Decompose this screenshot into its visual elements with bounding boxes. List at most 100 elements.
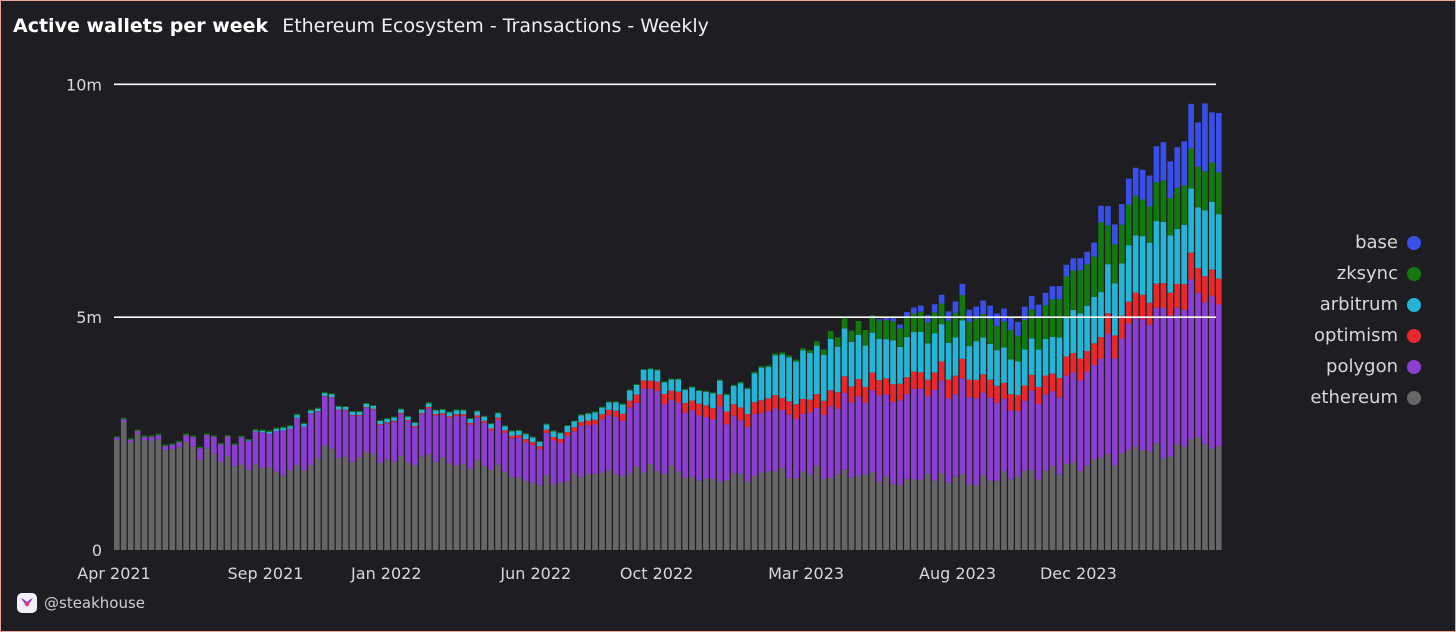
bar-segment-polygon <box>1049 391 1056 467</box>
bar-segment-ethereum <box>356 456 363 550</box>
legend-item-polygon[interactable]: polygon <box>1326 351 1421 382</box>
bar-segment-optimism <box>1091 343 1097 366</box>
bar-segment-polygon <box>460 415 467 465</box>
bar-segment-polygon <box>703 417 709 479</box>
bars-group <box>114 103 1222 550</box>
bar-segment-zksync <box>335 405 342 407</box>
bar-segment-arbitrum <box>848 341 855 387</box>
bar-segment-polygon <box>197 448 203 461</box>
bar-segment-optimism <box>668 390 675 400</box>
legend-item-base[interactable]: base <box>1355 227 1421 258</box>
bar-segment-zksync <box>1202 171 1208 211</box>
bar-segment-optimism <box>904 377 910 394</box>
bar-segment-polygon <box>453 415 460 466</box>
legend-item-ethereum[interactable]: ethereum <box>1310 382 1421 413</box>
bar-segment-arbitrum <box>592 412 598 420</box>
bar-segment-optimism <box>1077 358 1084 381</box>
bar-segment-ethereum <box>148 440 155 550</box>
bar-segment-polygon <box>1125 323 1132 450</box>
bar-segment-ethereum <box>973 485 980 550</box>
bar-segment-ethereum <box>1070 462 1077 550</box>
bar-segment-optimism <box>862 386 869 403</box>
bar-segment-polygon <box>945 398 952 483</box>
bar-segment-ethereum <box>911 479 917 550</box>
bar-segment-polygon <box>786 414 792 478</box>
bar-segment-polygon <box>1216 304 1222 447</box>
bar-segment-ethereum <box>342 456 349 550</box>
bar-segment-arbitrum <box>959 320 966 359</box>
bar-segment-base <box>1125 178 1132 205</box>
bar-segment-optimism <box>405 420 411 422</box>
bar-segment-zksync <box>987 319 993 344</box>
bar-segment-optimism <box>564 432 571 436</box>
bar-segment-ethereum <box>924 474 931 550</box>
bar-segment-arbitrum <box>391 417 397 421</box>
bar-segment-zksync <box>328 393 335 395</box>
bar-segment-zksync <box>994 326 1000 351</box>
bar-segment-zksync <box>779 352 786 355</box>
bar-segment-arbitrum <box>439 409 446 414</box>
legend-item-arbitrum[interactable]: arbitrum <box>1320 289 1421 320</box>
bar-segment-arbitrum <box>571 421 578 428</box>
bar-segment-zksync <box>592 411 598 413</box>
bar-segment-optimism <box>973 379 980 399</box>
bar-segment-optimism <box>987 379 993 398</box>
bar-segment-polygon <box>592 424 598 474</box>
legend-item-optimism[interactable]: optimism <box>1314 320 1421 351</box>
bar-segment-zksync <box>834 337 841 347</box>
bar-segment-optimism <box>994 385 1000 403</box>
x-tick-label: Oct 2022 <box>620 564 693 583</box>
bar-segment-arbitrum <box>1091 296 1097 344</box>
bar-segment-base <box>959 283 966 296</box>
bar-segment-arbitrum <box>384 419 390 423</box>
bar-segment-polygon <box>294 417 300 465</box>
bar-segment-arbitrum <box>723 394 730 412</box>
bar-segment-arbitrum <box>1015 361 1021 395</box>
bar-segment-arbitrum <box>786 357 792 402</box>
legend-item-zksync[interactable]: zksync <box>1337 258 1421 289</box>
bar-segment-optimism <box>356 415 363 416</box>
bar-segment-zksync <box>730 384 737 386</box>
bar-segment-base <box>1181 141 1187 186</box>
bar-segment-ethereum <box>723 480 730 550</box>
legend-dot-icon <box>1407 266 1421 281</box>
bar-segment-arbitrum <box>1181 224 1187 285</box>
bar-segment-arbitrum <box>730 385 737 405</box>
bar-segment-zksync <box>1216 172 1222 215</box>
bar-segment-ethereum <box>1035 479 1042 550</box>
bar-segment-ethereum <box>231 466 238 550</box>
bar-segment-zksync <box>619 403 626 405</box>
bar-segment-optimism <box>412 425 418 428</box>
bar-segment-ethereum <box>980 475 986 550</box>
bar-segment-polygon <box>363 408 370 452</box>
bar-segment-zksync <box>183 433 189 436</box>
bar-segment-polygon <box>384 423 390 460</box>
bar-segment-ethereum <box>1112 465 1118 550</box>
bar-segment-ethereum <box>661 474 668 550</box>
bar-segment-ethereum <box>474 459 481 550</box>
bar-segment-arbitrum <box>1188 188 1194 253</box>
bar-segment-ethereum <box>543 474 550 550</box>
bar-segment-ethereum <box>765 471 772 550</box>
bar-segment-arbitrum <box>363 403 370 408</box>
bar-segment-zksync <box>398 408 404 410</box>
bar-segment-polygon <box>1098 358 1104 458</box>
bar-segment-arbitrum <box>481 416 487 421</box>
y-tick-label: 10m <box>66 75 102 94</box>
bar-segment-arbitrum <box>980 337 986 375</box>
bar-segment-polygon <box>335 410 342 458</box>
bar-segment-zksync <box>723 393 730 395</box>
bar-segment-arbitrum <box>308 410 314 414</box>
chart-header: Active wallets per week Ethereum Ecosyst… <box>13 15 709 37</box>
bar-segment-base <box>897 324 903 329</box>
bar-segment-arbitrum <box>675 379 682 392</box>
bar-segment-zksync <box>904 316 910 338</box>
bar-segment-optimism <box>793 404 799 419</box>
bar-segment-polygon <box>217 444 224 462</box>
bar-segment-optimism <box>654 381 661 391</box>
bar-segment-ethereum <box>370 454 377 550</box>
bar-segment-ethereum <box>883 476 889 550</box>
bar-segment-polygon <box>328 397 335 449</box>
bar-segment-zksync <box>737 381 744 384</box>
bar-segment-zksync <box>467 417 474 419</box>
